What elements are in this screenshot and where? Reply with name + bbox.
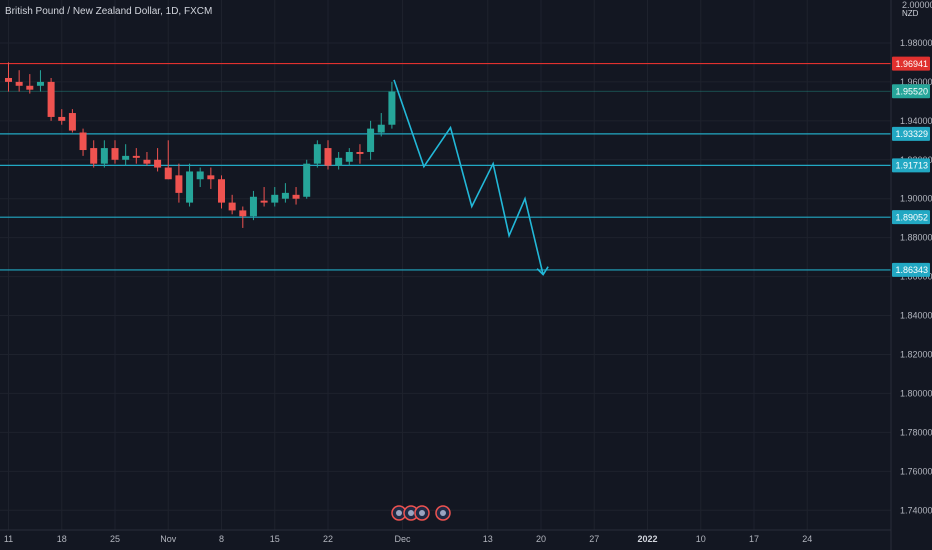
candle-body	[218, 179, 225, 203]
x-tick-label: 11	[4, 534, 13, 544]
projection-path	[393, 79, 549, 276]
event-flag-icon[interactable]	[414, 505, 430, 521]
x-tick-label: 10	[696, 534, 706, 544]
candle-body	[68, 113, 76, 131]
candle-body	[292, 194, 300, 199]
candle-body	[313, 144, 321, 164]
y-tick-label: 1.74000	[900, 505, 932, 515]
price-axis: 2.000001.980001.960001.940001.920001.900…	[900, 0, 932, 515]
x-tick-label: 22	[323, 534, 333, 544]
grid	[0, 0, 891, 530]
candle-body	[122, 155, 130, 160]
candle-body	[47, 81, 55, 117]
level-price-tag	[892, 262, 930, 277]
level-price-tag	[892, 126, 930, 141]
level-price-text: 1.93329	[895, 129, 928, 139]
candle-body	[143, 159, 151, 164]
candle-body	[36, 81, 44, 86]
y-tick-label: 1.88000	[900, 233, 932, 243]
candle-body	[367, 128, 375, 152]
level-price-tag	[892, 210, 930, 225]
candle-body	[335, 157, 343, 166]
level-price-tag	[892, 158, 930, 173]
x-tick-label: 24	[802, 534, 812, 544]
candle-body	[324, 148, 332, 166]
candle-body	[154, 159, 162, 168]
level-price-text: 1.91713	[895, 161, 928, 171]
chart-title: British Pound / New Zealand Dollar, 1D, …	[5, 6, 213, 17]
x-tick-label: Nov	[160, 534, 177, 544]
candle-body	[356, 151, 364, 154]
candle-body	[90, 148, 98, 164]
event-flag-icon[interactable]	[435, 505, 451, 521]
level-price-text: 1.96941	[895, 59, 928, 69]
x-tick-label: 20	[536, 534, 546, 544]
candle-body	[164, 167, 172, 180]
candle-body	[271, 194, 279, 203]
candle-body	[100, 148, 108, 164]
candle-body	[260, 200, 268, 203]
candle-body	[377, 124, 385, 133]
candle-body	[196, 171, 204, 180]
y-tick-label: 1.76000	[900, 466, 932, 476]
y-tick-label: 1.90000	[900, 194, 932, 204]
horizontal-levels	[0, 62, 891, 271]
candle-body	[388, 91, 396, 125]
candle-body	[239, 210, 247, 217]
x-tick-label: 15	[270, 534, 280, 544]
level-price-tag	[892, 56, 930, 71]
level-price-tag	[892, 84, 930, 99]
candle-body	[15, 81, 23, 86]
candles	[5, 62, 396, 228]
level-price-text: 1.89052	[895, 212, 928, 222]
y-tick-label: 1.98000	[900, 38, 932, 48]
y-tick-label: 1.78000	[900, 427, 932, 437]
level-price-text: 1.95520	[895, 86, 928, 96]
candle-body	[345, 151, 353, 162]
x-tick-label: 17	[749, 534, 759, 544]
x-tick-label: 27	[589, 534, 599, 544]
candle-body	[228, 202, 236, 211]
y-tick-label: 1.80000	[900, 388, 932, 398]
currency-label: NZD	[902, 9, 919, 18]
economic-events	[391, 505, 451, 521]
x-tick-label: 2022	[637, 534, 657, 544]
candle-body	[175, 175, 183, 193]
candle-body	[249, 196, 257, 217]
x-tick-label: Dec	[395, 534, 412, 544]
candle-body	[281, 192, 289, 199]
y-tick-label: 2.00000	[902, 0, 932, 10]
y-tick-label: 1.82000	[900, 349, 932, 359]
projection-arrowhead	[536, 266, 549, 276]
candle-body	[207, 175, 215, 180]
y-tick-label: 1.94000	[900, 116, 932, 126]
candle-body	[26, 85, 34, 90]
x-tick-label: 18	[57, 534, 67, 544]
level-price-labels: 1.96941 1.95520 1.93329 1.91713 1.89052 1.863…	[892, 56, 930, 277]
y-tick-label: 1.84000	[900, 311, 932, 321]
time-axis: 11 18 25 Nov 8 15 22 Dec 13 20 27 2022 10 17 24	[4, 534, 812, 544]
candle-body	[303, 163, 311, 197]
level-price-text: 1.86343	[895, 265, 928, 275]
x-tick-label: 25	[110, 534, 120, 544]
projection-zigzag[interactable]	[393, 79, 544, 275]
x-tick-label: 8	[219, 534, 224, 544]
candle-body	[111, 148, 119, 160]
candle-body	[5, 77, 12, 82]
candle-body	[58, 116, 66, 121]
candle-body	[186, 171, 194, 203]
x-tick-label: 13	[483, 534, 493, 544]
y-tick-label: 1.96000	[900, 77, 932, 87]
candle-body	[132, 155, 140, 158]
candle-body	[79, 132, 87, 151]
